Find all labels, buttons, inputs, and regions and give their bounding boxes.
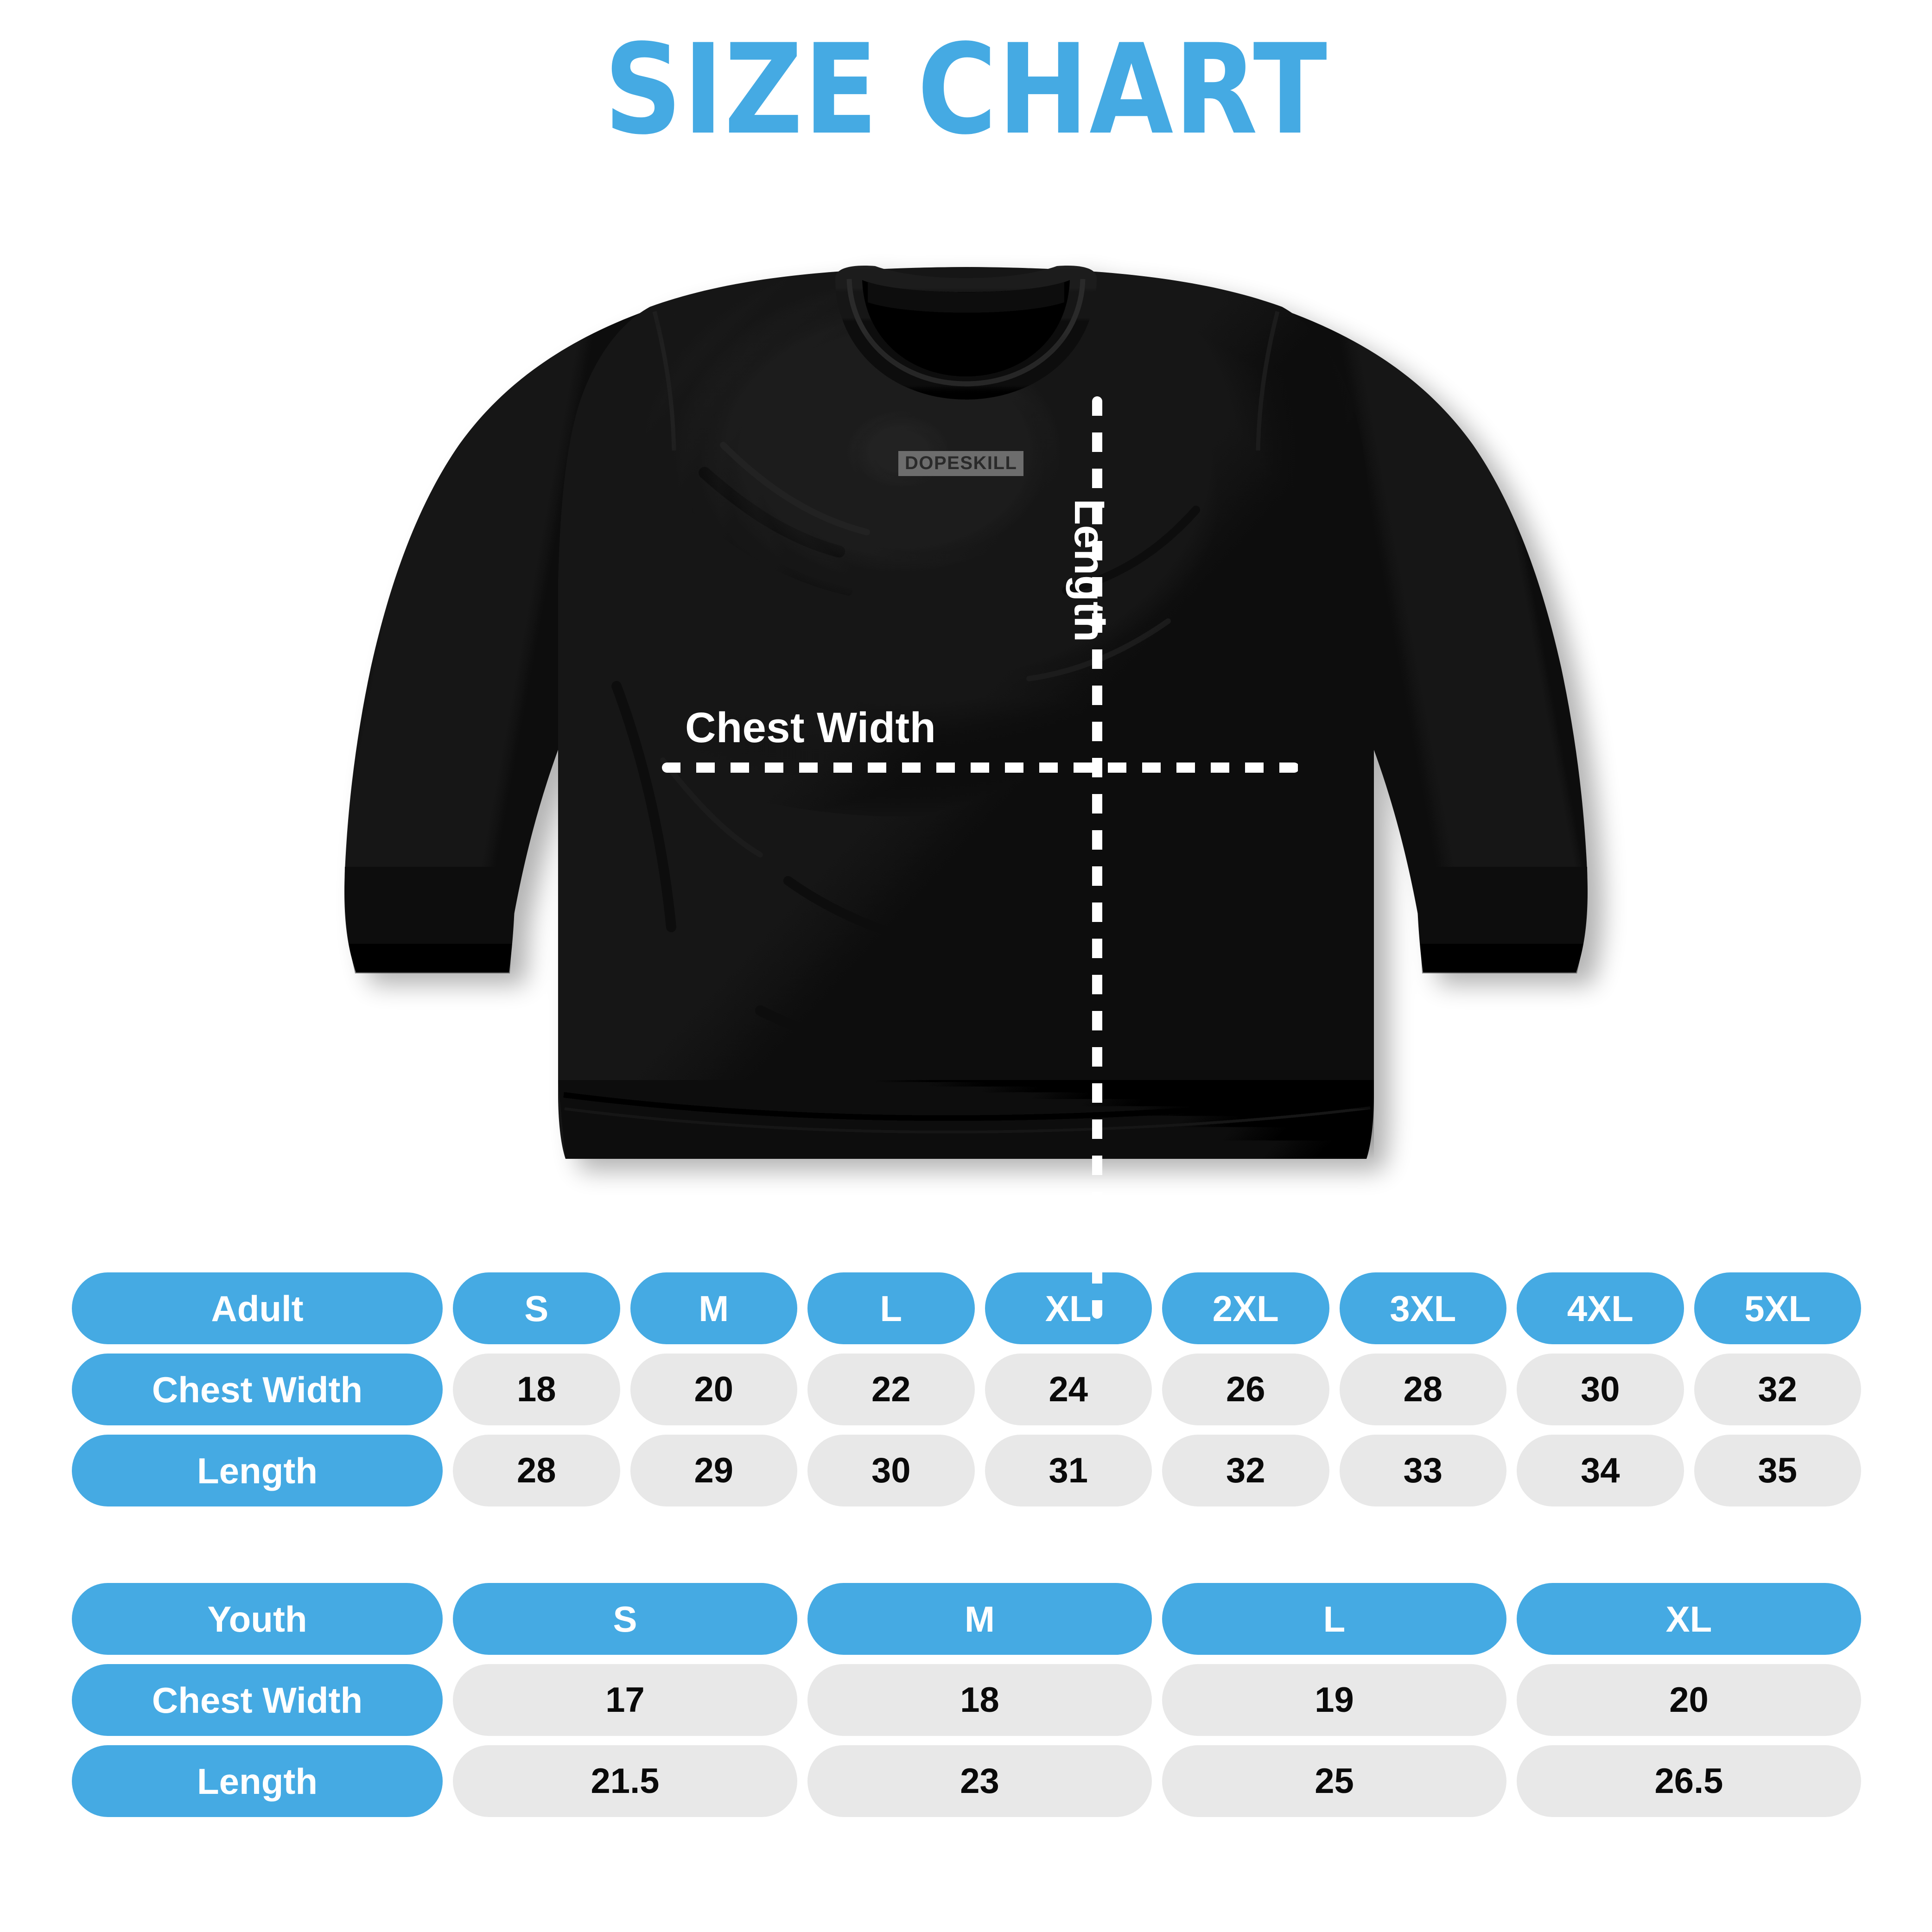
left-cuff-hem	[349, 944, 512, 973]
youth-size-header[interactable]: S	[453, 1583, 797, 1655]
youth-size-header[interactable]: L	[1162, 1583, 1506, 1655]
long-sleeve-shirt-svg	[344, 266, 1588, 1159]
chest-width-annotation: Chest Width	[685, 704, 936, 751]
shirt-group	[344, 266, 1588, 1159]
adult-size-table: Adult S M L XL 2XL 3XL 4XL 5XL Chest Wid…	[72, 1272, 1861, 1506]
adult-chest-width-value: 22	[807, 1354, 975, 1425]
youth-size-header[interactable]: M	[807, 1583, 1152, 1655]
length-annotation: Length	[1066, 499, 1113, 642]
left-shoulder-seam	[652, 311, 676, 451]
youth-chest-width-value: 18	[807, 1664, 1152, 1736]
adult-row-label: Adult	[72, 1272, 443, 1344]
youth-length-value: 25	[1162, 1745, 1506, 1817]
adult-length-value: 31	[985, 1435, 1152, 1506]
youth-chest-width-value: 19	[1162, 1664, 1506, 1736]
page-title: SIZE CHART	[604, 18, 1328, 162]
hem-stitch	[563, 1091, 1370, 1121]
adult-length-value: 33	[1339, 1435, 1506, 1506]
adult-length-label: Length	[72, 1435, 443, 1506]
adult-length-row: Length 28 29 30 31 32 33 34 35	[72, 1435, 1861, 1506]
adult-length-value: 29	[630, 1435, 797, 1506]
adult-length-value: 30	[807, 1435, 975, 1506]
adult-size-header[interactable]: XL	[985, 1272, 1152, 1344]
youth-size-header[interactable]: XL	[1517, 1583, 1861, 1655]
youth-size-table: Youth S M L XL Chest Width 17 18 19 20 L…	[72, 1583, 1861, 1817]
youth-chest-width-value: 17	[453, 1664, 797, 1736]
adult-chest-width-value: 24	[985, 1354, 1152, 1425]
adult-chest-width-value: 18	[453, 1354, 620, 1425]
adult-chest-width-row: Chest Width 18 20 22 24 26 28 30 32	[72, 1354, 1861, 1425]
chest-width-dashed-line	[662, 763, 1299, 773]
adult-size-header[interactable]: 3XL	[1339, 1272, 1506, 1344]
adult-length-value: 28	[453, 1435, 620, 1506]
adult-chest-width-value: 30	[1517, 1354, 1684, 1425]
adult-chest-width-value: 26	[1162, 1354, 1329, 1425]
adult-size-header[interactable]: 2XL	[1162, 1272, 1329, 1344]
right-shoulder-seam	[1256, 311, 1280, 451]
adult-length-value: 32	[1162, 1435, 1329, 1506]
youth-chest-width-label: Chest Width	[72, 1664, 443, 1736]
adult-chest-width-value: 20	[630, 1354, 797, 1425]
right-cuff-hem	[1420, 944, 1583, 973]
adult-size-header[interactable]: 4XL	[1517, 1272, 1684, 1344]
fabric-folds	[611, 467, 1322, 1070]
youth-header-row: Youth S M L XL	[72, 1583, 1861, 1655]
brand-neck-label: DOPESKILL	[898, 451, 1024, 476]
adult-chest-width-label: Chest Width	[72, 1354, 443, 1425]
youth-length-value: 23	[807, 1745, 1152, 1817]
youth-length-label: Length	[72, 1745, 443, 1817]
adult-size-header[interactable]: 5XL	[1694, 1272, 1861, 1344]
adult-length-value: 35	[1694, 1435, 1861, 1506]
youth-row-label: Youth	[72, 1583, 443, 1655]
adult-size-header[interactable]: S	[453, 1272, 620, 1344]
youth-chest-width-row: Chest Width 17 18 19 20	[72, 1664, 1861, 1736]
length-dashed-line	[1092, 396, 1102, 1319]
adult-size-header[interactable]: M	[630, 1272, 797, 1344]
adult-chest-width-value: 32	[1694, 1354, 1861, 1425]
garment-illustration: DOPESKILL Chest Width Length	[0, 185, 1932, 1319]
adult-size-header[interactable]: L	[807, 1272, 975, 1344]
adult-header-row: Adult S M L XL 2XL 3XL 4XL 5XL	[72, 1272, 1861, 1344]
youth-length-row: Length 21.5 23 25 26.5	[72, 1745, 1861, 1817]
adult-chest-width-value: 28	[1339, 1354, 1506, 1425]
collar-rib	[846, 279, 1086, 387]
neck-tape	[868, 282, 1064, 313]
chest-highlight	[558, 267, 1374, 881]
youth-length-value: 21.5	[453, 1745, 797, 1817]
youth-chest-width-value: 20	[1517, 1664, 1861, 1736]
adult-length-value: 34	[1517, 1435, 1684, 1506]
youth-length-value: 26.5	[1517, 1745, 1861, 1817]
hem-stitch-2	[564, 1106, 1371, 1134]
